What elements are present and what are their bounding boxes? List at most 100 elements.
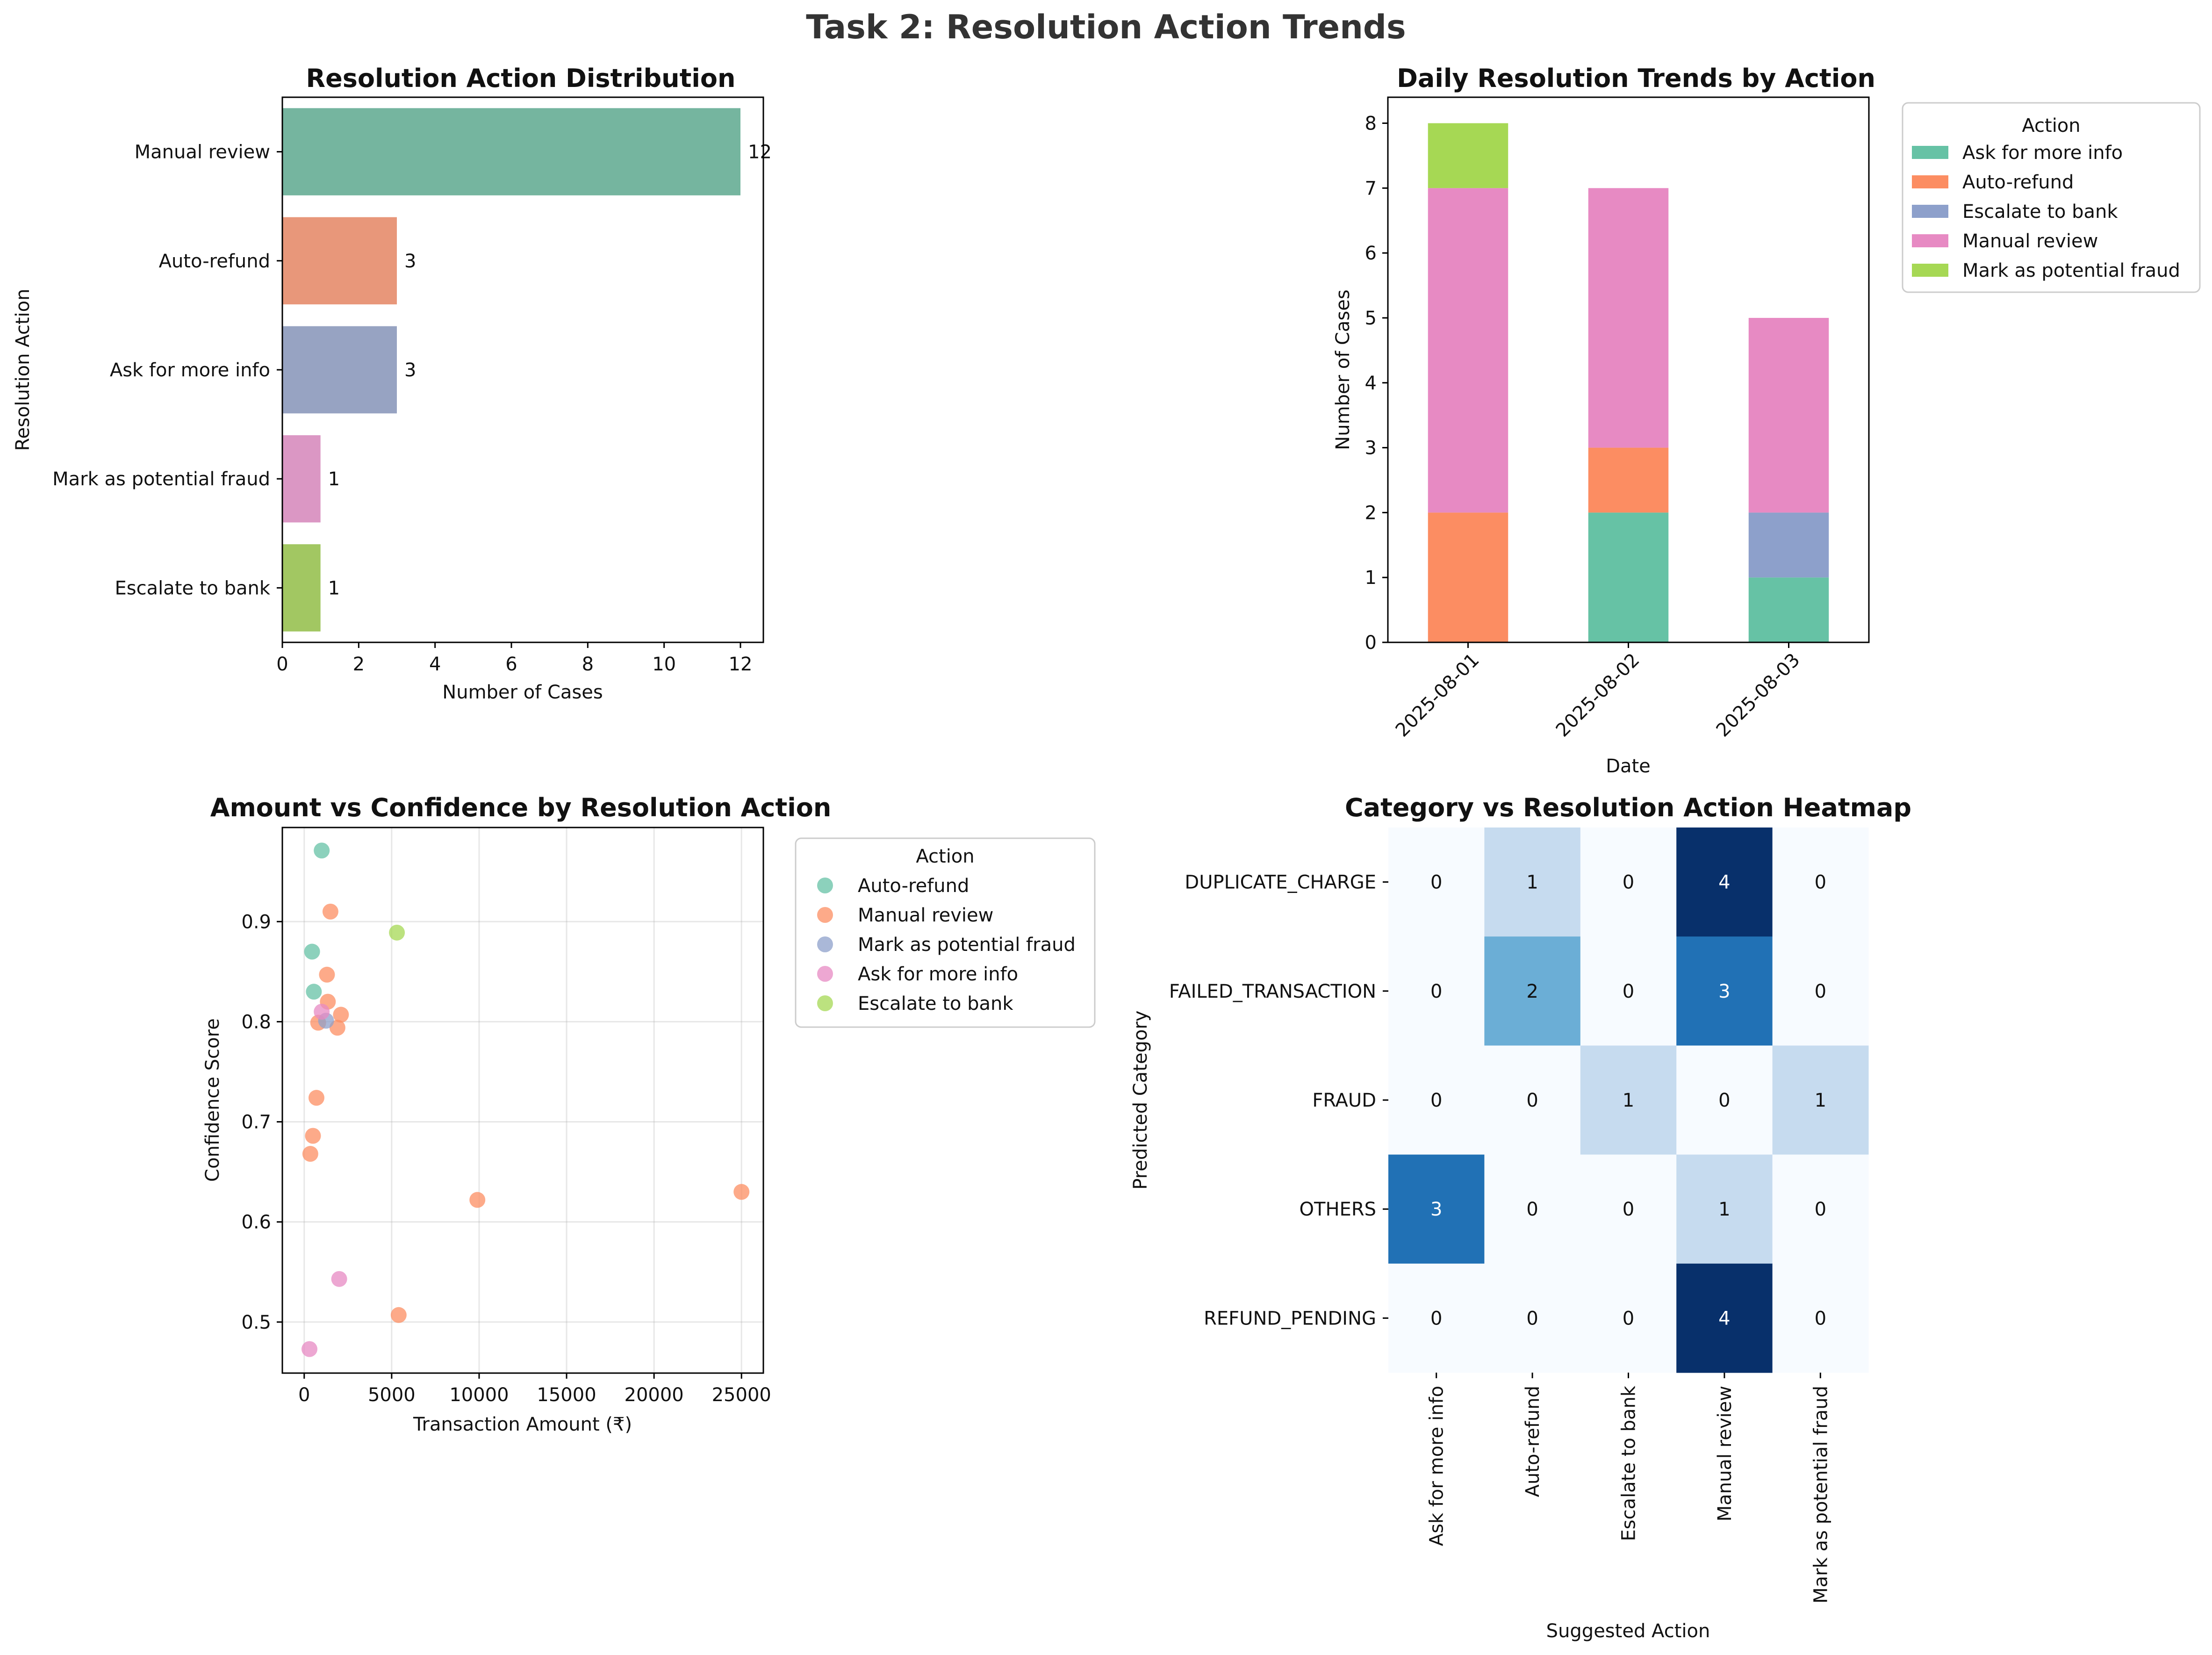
- legend-swatch: [1912, 205, 1948, 218]
- legend-label: Auto-refund: [1962, 172, 2074, 193]
- heatmap-cell-label: 1: [1718, 1199, 1730, 1220]
- legend-marker: [817, 995, 833, 1011]
- heatmap-cell: [1580, 1263, 1677, 1373]
- bar: [282, 108, 740, 195]
- scatter-point: [308, 1090, 324, 1106]
- stacked-chart-legend-title: Action: [2022, 115, 2080, 137]
- y-tick-label: 7: [1365, 178, 1377, 199]
- scatter-point: [733, 1184, 750, 1200]
- x-tick-label: 20000: [625, 1384, 684, 1406]
- scatter-point: [329, 1020, 345, 1036]
- stacked-bar-segment: [1748, 577, 1829, 642]
- x-tick-label: 12: [729, 654, 753, 675]
- heatmap-cell: [1772, 1045, 1869, 1155]
- bar-chart-frame: [281, 96, 764, 643]
- scatter-chart-panel: Amount vs Confidence by Resolution Actio…: [202, 793, 1096, 1435]
- scatter-point: [319, 966, 335, 983]
- heatmap-cell: [1772, 936, 1869, 1046]
- stacked-bar-segment: [1588, 512, 1669, 642]
- heatmap-cell-label: 0: [1623, 1308, 1634, 1329]
- y-tick-label: Auto-refund: [159, 251, 270, 272]
- bar: [282, 326, 397, 414]
- y-tick-label: FRAUD: [1312, 1090, 1376, 1111]
- stacked-bar-segment: [1428, 512, 1508, 642]
- x-tick-label: 10: [652, 654, 676, 675]
- x-tick-label: 8: [582, 654, 594, 675]
- stacked-bar-segment: [1588, 188, 1669, 448]
- stacked-chart-legend: Action Ask for more info Auto-refund Escal…: [1902, 102, 2201, 293]
- heatmap-cell-label: 1: [1526, 872, 1538, 893]
- legend-marker: [817, 907, 833, 923]
- bar-value-label: 1: [328, 468, 340, 490]
- heatmap-cell-label: 0: [1815, 1199, 1826, 1220]
- x-tick-label: Ask for more info: [1426, 1386, 1448, 1546]
- heatmap-cell-label: 0: [1623, 872, 1634, 893]
- heatmap-cell: [1676, 1045, 1773, 1155]
- scatter-point: [331, 1271, 347, 1287]
- legend-marker: [817, 878, 833, 893]
- x-tick-label: 15000: [537, 1384, 596, 1406]
- stacked-bar-segment: [1428, 188, 1508, 513]
- heatmap-cell: [1388, 936, 1485, 1046]
- heatmap-cell-label: 0: [1430, 872, 1442, 893]
- stacked-bar-segment: [1748, 317, 1829, 513]
- heatmap-x-axis-label: Suggested Action: [1546, 1620, 1710, 1642]
- heatmap-cell-label: 0: [1623, 1199, 1634, 1220]
- heatmap-cell: [1772, 1263, 1869, 1373]
- scatter-point: [322, 903, 338, 920]
- y-tick-label: REFUND_PENDING: [1204, 1308, 1376, 1329]
- y-tick-label: 4: [1365, 373, 1377, 394]
- scatter-chart-x-axis-label: Transaction Amount (₹): [413, 1414, 632, 1435]
- y-tick-label: Ask for more info: [110, 360, 270, 381]
- heatmap-cell-label: 0: [1526, 1308, 1538, 1329]
- bar-value-label: 3: [404, 251, 416, 272]
- bar-chart-title: Resolution Action Distribution: [306, 64, 736, 93]
- scatter-chart-frame: [281, 827, 764, 1374]
- heatmap-cell: [1676, 828, 1773, 937]
- scatter-point: [314, 1003, 330, 1020]
- y-tick-label: 5: [1365, 308, 1377, 329]
- heatmap-panel: Category vs Resolution Action Heatmap 0 1…: [1130, 793, 1911, 1642]
- legend-label: Auto-refund: [858, 875, 969, 897]
- stacked-chart-title: Daily Resolution Trends by Action: [1397, 64, 1875, 93]
- heatmap-cell-label: 1: [1815, 1090, 1826, 1111]
- x-tick-label: 0: [276, 654, 288, 675]
- heatmap-cell: [1484, 1045, 1581, 1155]
- scatter-chart-legend-title: Action: [916, 846, 974, 867]
- y-tick-label: 0.9: [241, 911, 271, 933]
- x-tick-label: 10000: [449, 1384, 509, 1406]
- stacked-chart-frame: [1387, 96, 1870, 643]
- y-tick-label: 0.7: [241, 1112, 271, 1133]
- legend-marker: [817, 936, 833, 952]
- figure-title: Task 2: Resolution Action Trends: [806, 8, 1406, 46]
- heatmap-cell-label: 0: [1526, 1199, 1538, 1220]
- heatmap-cell: [1580, 936, 1677, 1046]
- bar-chart-panel: Resolution Action Distribution 0 2 4 6 8 10 12…: [12, 64, 772, 703]
- legend-label: Escalate to bank: [1962, 201, 2118, 223]
- x-tick-label: Mark as potential fraud: [1810, 1386, 1831, 1604]
- scatter-chart-legend-frame: [795, 837, 1096, 1028]
- heatmap-cell-label: 0: [1815, 1308, 1826, 1329]
- heatmap-cell-label: 3: [1718, 981, 1730, 1002]
- legend-label: Escalate to bank: [858, 993, 1013, 1015]
- x-tick-label: Escalate to bank: [1618, 1385, 1640, 1541]
- legend-label: Ask for more info: [858, 964, 1018, 985]
- scatter-point: [301, 1341, 317, 1357]
- stacked-bar-segment: [1588, 447, 1669, 513]
- bar-value-label: 1: [328, 577, 340, 599]
- stacked-bar-segment: [1748, 512, 1829, 578]
- legend-label: Mark as potential fraud: [858, 934, 1076, 956]
- scatter-point: [469, 1192, 486, 1208]
- legend-marker: [817, 966, 833, 982]
- heatmap-cell: [1388, 828, 1485, 937]
- y-tick-label: Mark as potential fraud: [52, 468, 270, 490]
- x-tick-label: 25000: [712, 1384, 771, 1406]
- heatmap-cell-label: 0: [1430, 981, 1442, 1002]
- x-tick-label: Auto-refund: [1522, 1386, 1544, 1497]
- x-tick-label: 2025-08-02: [1552, 649, 1644, 741]
- scatter-chart-legend: Action Auto-refund Manual review Mark as p…: [795, 837, 1096, 1028]
- scatter-point: [389, 924, 405, 941]
- heatmap-title: Category vs Resolution Action Heatmap: [1345, 793, 1911, 822]
- y-tick-label: 0.8: [241, 1011, 271, 1033]
